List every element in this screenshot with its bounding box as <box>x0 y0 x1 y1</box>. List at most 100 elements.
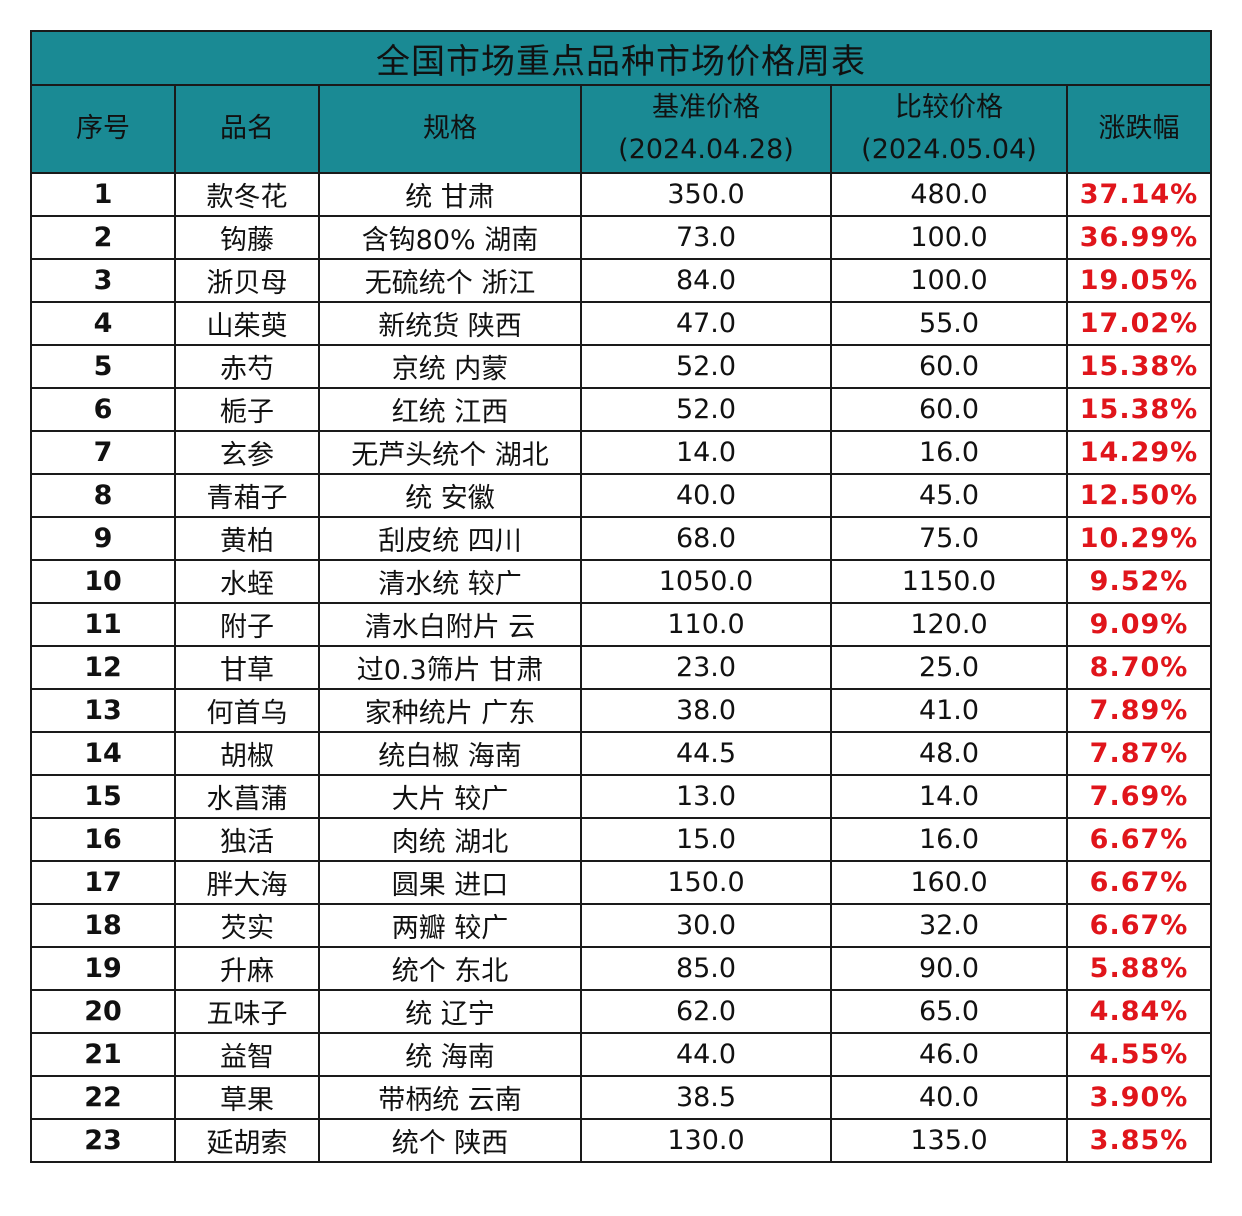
cell-spec: 无芦头统个 湖北 <box>318 430 582 475</box>
header-name: 品名 <box>174 84 320 174</box>
cell-spec: 圆果 进口 <box>318 860 582 905</box>
cell-compare-price: 45.0 <box>830 473 1068 518</box>
cell-compare-price: 60.0 <box>830 387 1068 432</box>
cell-spec: 统 辽宁 <box>318 989 582 1034</box>
cell-compare-price: 16.0 <box>830 430 1068 475</box>
cell-name: 山茱萸 <box>174 301 320 346</box>
cell-compare-price: 1150.0 <box>830 559 1068 604</box>
cell-base-price: 44.5 <box>580 731 832 776</box>
cell-index: 22 <box>30 1075 176 1120</box>
cell-spec: 统 甘肃 <box>318 172 582 217</box>
cell-spec: 清水统 较广 <box>318 559 582 604</box>
cell-change: 4.84% <box>1066 989 1212 1034</box>
price-table: 全国市场重点品种市场价格周表 序号 品名 规格 基准价格 (2024.04.28… <box>30 30 1212 1163</box>
cell-base-price: 130.0 <box>580 1118 832 1163</box>
cell-spec: 红统 江西 <box>318 387 582 432</box>
cell-name: 栀子 <box>174 387 320 432</box>
cell-compare-price: 135.0 <box>830 1118 1068 1163</box>
cell-index: 2 <box>30 215 176 260</box>
cell-compare-price: 55.0 <box>830 301 1068 346</box>
cell-base-price: 38.0 <box>580 688 832 733</box>
cell-base-price: 44.0 <box>580 1032 832 1077</box>
cell-index: 4 <box>30 301 176 346</box>
cell-base-price: 68.0 <box>580 516 832 561</box>
cell-index: 9 <box>30 516 176 561</box>
cell-name: 芡实 <box>174 903 320 948</box>
cell-change: 7.87% <box>1066 731 1212 776</box>
cell-change: 5.88% <box>1066 946 1212 991</box>
header-base-price-date: (2024.04.28) <box>618 134 794 165</box>
table-row: 15 水菖蒲 大片 较广 13.0 14.0 7.69% <box>30 774 1212 819</box>
cell-change: 17.02% <box>1066 301 1212 346</box>
table-title: 全国市场重点品种市场价格周表 <box>30 30 1212 86</box>
table-row: 12 甘草 过0.3筛片 甘肃 23.0 25.0 8.70% <box>30 645 1212 690</box>
cell-base-price: 85.0 <box>580 946 832 991</box>
table-row: 22 草果 带柄统 云南 38.5 40.0 3.90% <box>30 1075 1212 1120</box>
cell-spec: 无硫统个 浙江 <box>318 258 582 303</box>
cell-change: 6.67% <box>1066 860 1212 905</box>
cell-name: 赤芍 <box>174 344 320 389</box>
cell-name: 甘草 <box>174 645 320 690</box>
header-spec: 规格 <box>318 84 582 174</box>
cell-base-price: 40.0 <box>580 473 832 518</box>
header-base-price: 基准价格 (2024.04.28) <box>580 84 832 174</box>
header-compare-price-date: (2024.05.04) <box>861 134 1037 165</box>
cell-compare-price: 32.0 <box>830 903 1068 948</box>
cell-base-price: 52.0 <box>580 387 832 432</box>
table-row: 2 钩藤 含钩80% 湖南 73.0 100.0 36.99% <box>30 215 1212 260</box>
table-row: 10 水蛭 清水统 较广 1050.0 1150.0 9.52% <box>30 559 1212 604</box>
cell-change: 15.38% <box>1066 344 1212 389</box>
cell-change: 7.89% <box>1066 688 1212 733</box>
cell-name: 水蛭 <box>174 559 320 604</box>
cell-change: 37.14% <box>1066 172 1212 217</box>
cell-base-price: 110.0 <box>580 602 832 647</box>
cell-name: 延胡索 <box>174 1118 320 1163</box>
cell-base-price: 84.0 <box>580 258 832 303</box>
header-compare-price-label: 比较价格 <box>895 92 1003 123</box>
cell-base-price: 62.0 <box>580 989 832 1034</box>
cell-name: 款冬花 <box>174 172 320 217</box>
cell-name: 草果 <box>174 1075 320 1120</box>
cell-index: 10 <box>30 559 176 604</box>
table-row: 18 芡实 两瓣 较广 30.0 32.0 6.67% <box>30 903 1212 948</box>
cell-index: 5 <box>30 344 176 389</box>
cell-index: 3 <box>30 258 176 303</box>
cell-change: 19.05% <box>1066 258 1212 303</box>
cell-spec: 含钩80% 湖南 <box>318 215 582 260</box>
cell-change: 3.85% <box>1066 1118 1212 1163</box>
table-body: 1 款冬花统 甘肃 350.0 480.0 37.14% 2 钩藤 含钩80% 湖南 73.0 1… <box>30 172 1212 1163</box>
cell-index: 15 <box>30 774 176 819</box>
cell-compare-price: 40.0 <box>830 1075 1068 1120</box>
cell-index: 12 <box>30 645 176 690</box>
table-row: 20 五味子统 辽宁 62.0 65.0 4.84% <box>30 989 1212 1034</box>
cell-spec: 大片 较广 <box>318 774 582 819</box>
cell-compare-price: 90.0 <box>830 946 1068 991</box>
cell-name: 附子 <box>174 602 320 647</box>
cell-index: 23 <box>30 1118 176 1163</box>
table-row: 3 浙贝母 无硫统个 浙江 84.0 100.0 19.05% <box>30 258 1212 303</box>
cell-spec: 统个 陕西 <box>318 1118 582 1163</box>
cell-spec: 肉统 湖北 <box>318 817 582 862</box>
cell-change: 7.69% <box>1066 774 1212 819</box>
table-row: 21 益智统 海南 44.0 46.0 4.55% <box>30 1032 1212 1077</box>
cell-name: 何首乌 <box>174 688 320 733</box>
cell-index: 17 <box>30 860 176 905</box>
header-base-price-label: 基准价格 <box>652 92 760 123</box>
cell-change: 12.50% <box>1066 473 1212 518</box>
cell-spec: 过0.3筛片 甘肃 <box>318 645 582 690</box>
table-row: 6 栀子 红统 江西 52.0 60.0 15.38% <box>30 387 1212 432</box>
cell-name: 五味子 <box>174 989 320 1034</box>
table-row: 17 胖大海 圆果 进口 150.0 160.0 6.67% <box>30 860 1212 905</box>
table-row: 4 山茱萸 新统货 陕西 47.0 55.0 17.02% <box>30 301 1212 346</box>
cell-compare-price: 100.0 <box>830 215 1068 260</box>
table-row: 14 胡椒 统白椒 海南 44.5 48.0 7.87% <box>30 731 1212 776</box>
cell-base-price: 150.0 <box>580 860 832 905</box>
table-row: 13 何首乌 家种统片 广东 38.0 41.0 7.89% <box>30 688 1212 733</box>
cell-spec: 新统货 陕西 <box>318 301 582 346</box>
header-index: 序号 <box>30 84 176 174</box>
cell-name: 黄柏 <box>174 516 320 561</box>
table-row: 7 玄参 无芦头统个 湖北 14.0 16.0 14.29% <box>30 430 1212 475</box>
cell-base-price: 14.0 <box>580 430 832 475</box>
cell-compare-price: 75.0 <box>830 516 1068 561</box>
cell-change: 14.29% <box>1066 430 1212 475</box>
